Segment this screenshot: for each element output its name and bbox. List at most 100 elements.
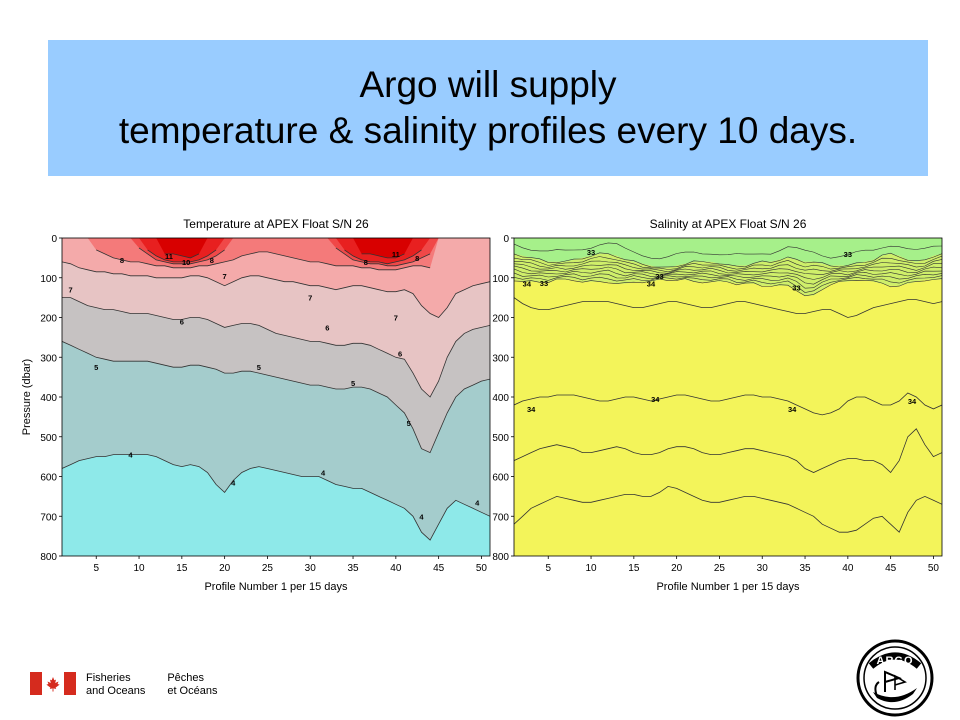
contour-label: 8	[210, 256, 214, 265]
contour-label: 5	[94, 363, 98, 372]
contour-label: 8	[364, 258, 368, 267]
contour-label: 34	[523, 280, 532, 289]
y-tick-label: 0	[503, 234, 509, 245]
contour-label: 4	[231, 478, 236, 487]
contour-label: 11	[165, 252, 173, 261]
chart-title: Salinity at APEX Float S/N 26	[650, 217, 807, 231]
x-tick-label: 30	[305, 563, 317, 574]
salinity-contour-34.3	[514, 428, 942, 474]
x-axis-label: Profile Number 1 per 15 days	[204, 581, 348, 593]
y-tick-label: 400	[492, 393, 509, 404]
contour-label: 33	[655, 272, 663, 281]
y-tick-label: 800	[40, 552, 57, 563]
contour-label: 11	[392, 250, 400, 259]
x-tick-label: 30	[757, 563, 769, 574]
contour-label: 4	[128, 451, 133, 460]
y-tick-label: 200	[492, 314, 509, 325]
contour-label: 8	[415, 254, 419, 263]
y-axis-label: Pressure (dbar)	[21, 359, 33, 435]
contour-label: 33	[540, 279, 548, 288]
temp-contour-4	[62, 454, 490, 541]
slide-title-line-1: Argo will supply	[359, 64, 617, 105]
x-tick-label: 35	[347, 563, 359, 574]
x-tick-label: 25	[714, 563, 726, 574]
y-tick-label: 600	[40, 473, 57, 484]
dept-fr-line-2: et Océans	[167, 685, 218, 697]
contour-label: 10	[182, 258, 190, 267]
dept-name-fr: Pêches et Océans	[167, 672, 217, 698]
temp-contour-10	[147, 249, 422, 265]
salinity-contour-34.2	[514, 392, 942, 416]
contour-label: 5	[257, 363, 261, 372]
y-tick-label: 800	[492, 552, 509, 563]
x-tick-label: 5	[93, 563, 99, 574]
contour-label: 6	[180, 317, 184, 326]
x-tick-label: 45	[433, 563, 445, 574]
dept-en-line-1: Fisheries	[86, 672, 131, 684]
contour-label: 34	[788, 405, 797, 414]
dept-name-en: Fisheries and Oceans	[86, 672, 145, 698]
contour-label: 4	[321, 469, 326, 478]
dept-fr-line-1: Pêches	[167, 672, 205, 684]
slide-title-line-2: temperature & salinity profiles every 10…	[118, 110, 858, 151]
contour-label: 34	[908, 397, 917, 406]
contour-label: 33	[587, 248, 595, 257]
y-tick-label: 100	[492, 274, 509, 285]
contour-label: 34	[651, 395, 660, 404]
chart-title: Temperature at APEX Float S/N 26	[183, 217, 369, 231]
contour-label: 34	[647, 280, 656, 289]
halocline-contour	[514, 275, 942, 293]
contour-label: 7	[308, 294, 312, 303]
contour-label: 5	[407, 419, 411, 428]
government-signature: Fisheries and Oceans Pêches et Océans	[30, 672, 217, 698]
x-tick-label: 10	[585, 563, 597, 574]
fresh-contour	[514, 242, 942, 260]
temp-contour-11	[164, 253, 405, 259]
temp-band-11	[62, 238, 490, 258]
x-tick-label: 15	[628, 563, 640, 574]
contour-label: 7	[68, 286, 72, 295]
contour-label: 7	[394, 314, 398, 323]
halocline-contour	[514, 252, 942, 268]
dept-en-line-2: and Oceans	[86, 685, 146, 697]
y-tick-label: 400	[40, 393, 57, 404]
halocline-contour	[514, 278, 942, 297]
x-tick-label: 10	[133, 563, 145, 574]
x-tick-label: 5	[545, 563, 551, 574]
x-tick-label: 20	[671, 563, 683, 574]
halocline-contour	[514, 265, 942, 280]
x-tick-label: 45	[885, 563, 897, 574]
y-tick-label: 200	[40, 314, 57, 325]
contour-label: 4	[475, 498, 480, 507]
svg-text:ARGO: ARGO	[877, 655, 914, 667]
contour-label: 5	[351, 379, 355, 388]
temp-contour-8	[96, 249, 431, 271]
halocline-contour	[514, 259, 942, 273]
y-tick-label: 500	[40, 433, 57, 444]
temp-contour-5	[62, 341, 490, 454]
x-tick-label: 20	[219, 563, 231, 574]
halocline-contour	[514, 272, 942, 289]
contour-label: 33	[844, 250, 852, 259]
temp-contour-9	[138, 247, 431, 267]
y-tick-label: 300	[40, 353, 57, 364]
x-tick-label: 25	[262, 563, 274, 574]
contour-label: 33	[792, 284, 800, 293]
contour-label: 6	[325, 323, 329, 332]
y-tick-label: 700	[492, 512, 509, 523]
fresh-layer-fill	[514, 238, 942, 268]
contour-label: 34	[527, 405, 536, 414]
title-banner: Argo will supply temperature & salinity …	[48, 40, 928, 176]
x-tick-label: 50	[928, 563, 940, 574]
x-tick-label: 40	[842, 563, 854, 574]
contour-label: 4	[419, 512, 424, 521]
y-tick-label: 600	[492, 473, 509, 484]
contour-label: 7	[223, 272, 227, 281]
x-tick-label: 50	[476, 563, 488, 574]
argo-logo: ARGO	[856, 639, 934, 717]
